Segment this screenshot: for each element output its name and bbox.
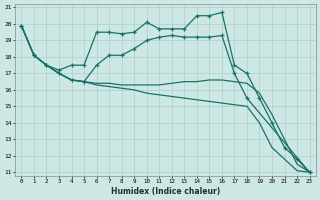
X-axis label: Humidex (Indice chaleur): Humidex (Indice chaleur)	[111, 187, 220, 196]
